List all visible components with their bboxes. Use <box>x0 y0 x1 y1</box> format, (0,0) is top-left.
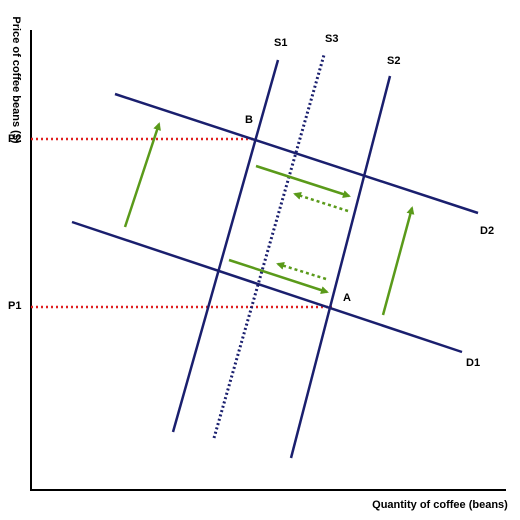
shift-arrow <box>255 164 351 198</box>
curve-label: S3 <box>325 33 338 45</box>
curve-label: D2 <box>480 225 494 237</box>
point-label: B <box>245 114 253 126</box>
y-axis-label: Price of coffee beans ($) <box>10 16 22 143</box>
point-label: A <box>343 292 351 304</box>
shift-arrow <box>123 122 161 228</box>
curve-label: D1 <box>466 357 480 369</box>
curve-label: S2 <box>387 55 400 67</box>
demand-curve <box>71 220 463 354</box>
supply-curve <box>171 59 280 433</box>
demand-curve <box>114 92 479 215</box>
price-label: P1 <box>8 300 21 312</box>
supply-curve <box>289 75 392 459</box>
curve-label: S1 <box>274 37 287 49</box>
shift-arrow <box>276 261 327 281</box>
price-label: P2 <box>8 133 21 145</box>
shift-arrow <box>293 192 349 213</box>
shift-arrow <box>228 258 329 294</box>
shift-arrow <box>381 206 415 316</box>
x-axis-label: Quantity of coffee (beans) <box>372 499 508 511</box>
supply-curve <box>212 54 326 439</box>
